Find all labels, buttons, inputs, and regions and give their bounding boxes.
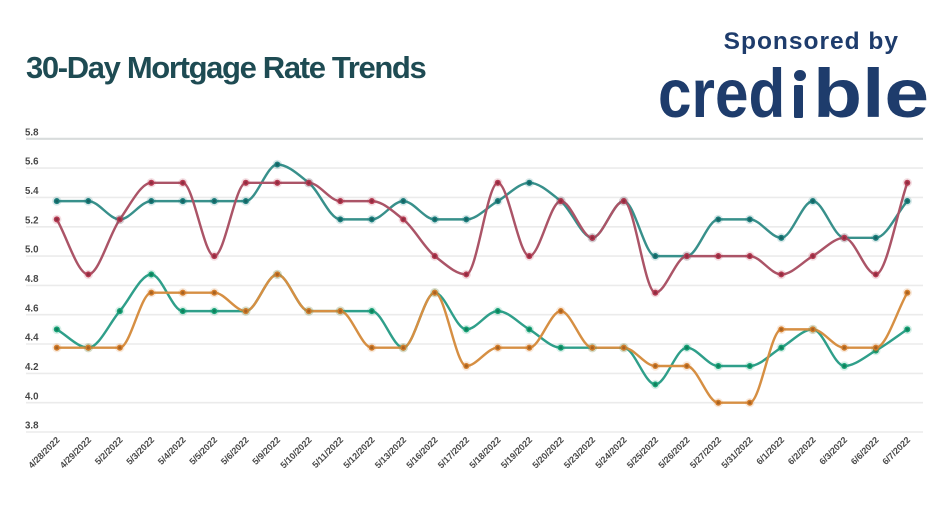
svg-text:5.4: 5.4 <box>25 186 39 197</box>
svg-text:6/7/2022: 6/7/2022 <box>880 435 912 467</box>
svg-text:6/3/2022: 6/3/2022 <box>817 435 849 467</box>
svg-text:4.0: 4.0 <box>25 391 38 402</box>
svg-text:5/18/2022: 5/18/2022 <box>467 435 502 470</box>
svg-text:5/2/2022: 5/2/2022 <box>93 435 125 467</box>
svg-text:5/26/2022: 5/26/2022 <box>656 435 691 470</box>
svg-text:5/13/2022: 5/13/2022 <box>373 435 408 470</box>
svg-text:5/16/2022: 5/16/2022 <box>404 435 439 470</box>
svg-text:5.8: 5.8 <box>25 127 39 138</box>
svg-text:6/1/2022: 6/1/2022 <box>754 435 786 467</box>
svg-text:5/9/2022: 5/9/2022 <box>250 435 282 467</box>
svg-text:4.2: 4.2 <box>25 362 38 373</box>
svg-text:4.4: 4.4 <box>25 333 39 344</box>
svg-text:5/25/2022: 5/25/2022 <box>625 435 660 470</box>
svg-text:5/27/2022: 5/27/2022 <box>688 435 723 470</box>
svg-text:6/2/2022: 6/2/2022 <box>786 435 818 467</box>
svg-text:5/19/2022: 5/19/2022 <box>499 435 534 470</box>
svg-text:5/17/2022: 5/17/2022 <box>436 435 471 470</box>
svg-text:5/3/2022: 5/3/2022 <box>124 435 156 467</box>
svg-text:5.6: 5.6 <box>25 157 39 168</box>
svg-text:5/6/2022: 5/6/2022 <box>219 435 251 467</box>
svg-text:3.8: 3.8 <box>25 421 39 432</box>
svg-text:5.2: 5.2 <box>25 215 38 226</box>
svg-text:5/24/2022: 5/24/2022 <box>593 435 628 470</box>
svg-text:6/6/2022: 6/6/2022 <box>849 435 881 467</box>
svg-text:5/20/2022: 5/20/2022 <box>530 435 565 470</box>
svg-text:5/23/2022: 5/23/2022 <box>562 435 597 470</box>
svg-text:4/28/2022: 4/28/2022 <box>26 435 61 470</box>
svg-text:5/10/2022: 5/10/2022 <box>278 435 313 470</box>
svg-text:5/31/2022: 5/31/2022 <box>719 435 754 470</box>
svg-text:5/12/2022: 5/12/2022 <box>341 435 376 470</box>
svg-text:4/29/2022: 4/29/2022 <box>58 435 93 470</box>
svg-text:4.6: 4.6 <box>25 303 39 314</box>
svg-text:5/11/2022: 5/11/2022 <box>310 435 345 470</box>
svg-text:5/4/2022: 5/4/2022 <box>156 435 188 467</box>
svg-text:4.8: 4.8 <box>25 274 39 285</box>
svg-text:5.0: 5.0 <box>25 245 38 256</box>
svg-text:5/5/2022: 5/5/2022 <box>187 435 219 467</box>
